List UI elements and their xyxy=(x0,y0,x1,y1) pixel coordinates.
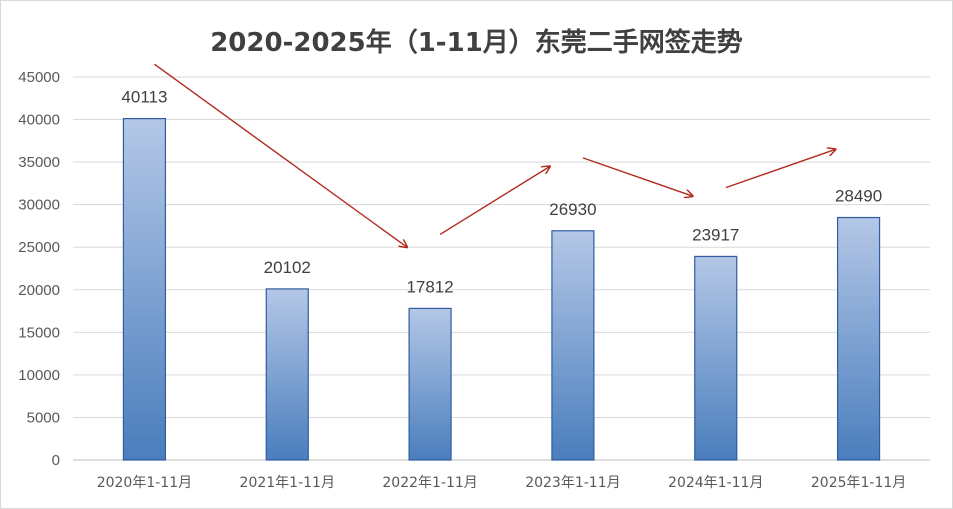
bar xyxy=(265,288,309,461)
bar xyxy=(408,307,452,461)
data-label: 23917 xyxy=(692,225,739,244)
bar xyxy=(836,216,881,461)
x-tick-label: 2023年1-11月 xyxy=(525,475,620,491)
trend-arrow xyxy=(154,63,407,247)
trend-arrow xyxy=(439,166,550,236)
y-tick-label: 10000 xyxy=(18,367,60,384)
trend-arrow xyxy=(725,149,836,189)
bar xyxy=(122,117,167,461)
y-tick-label: 15000 xyxy=(18,324,60,341)
x-tick-label: 2022年1-11月 xyxy=(382,475,477,491)
y-tick-label: 20000 xyxy=(18,282,60,299)
y-tick-label: 5000 xyxy=(27,409,60,426)
bar xyxy=(551,230,595,461)
trend-arrow xyxy=(582,157,693,196)
x-tick-label: 2020年1-11月 xyxy=(97,475,192,491)
y-tick-label: 35000 xyxy=(18,154,60,171)
data-label: 20102 xyxy=(264,258,311,277)
y-tick-label: 30000 xyxy=(18,197,60,214)
data-label: 26930 xyxy=(549,200,596,219)
y-tick-label: 45000 xyxy=(18,69,60,86)
data-label: 40113 xyxy=(121,88,167,107)
x-tick-label: 2024年1-11月 xyxy=(668,475,763,491)
data-label: 17812 xyxy=(406,277,453,296)
chart-title: 2020-2025年（1-11月）东莞二手网签走势 xyxy=(210,28,743,58)
y-tick-label: 0 xyxy=(52,452,60,469)
y-tick-label: 40000 xyxy=(18,112,60,129)
x-tick-label: 2025年1-11月 xyxy=(811,475,906,491)
y-tick-label: 25000 xyxy=(18,239,60,256)
bar xyxy=(694,255,738,461)
data-label: 28490 xyxy=(835,187,882,206)
x-tick-label: 2021年1-11月 xyxy=(240,475,335,491)
